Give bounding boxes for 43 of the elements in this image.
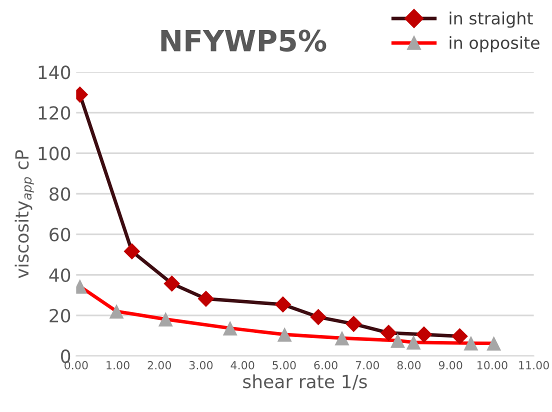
x-tick-label: 3.00: [189, 361, 213, 370]
point: [310, 308, 327, 326]
x-tick-label: 9.00: [438, 361, 462, 370]
y-axis-title: viscosity$_{app}$ cP: [14, 150, 34, 278]
y-tick-label: 40: [49, 268, 70, 282]
point: [380, 324, 397, 342]
x-tick-label: 2.00: [148, 361, 172, 370]
point: [164, 275, 180, 292]
point: [109, 304, 124, 319]
x-tick-label: 0.00: [64, 361, 88, 370]
y-tick-label: 140: [38, 66, 70, 80]
point: [464, 336, 478, 350]
point: [158, 312, 173, 327]
x-tick-label: 8.00: [397, 361, 421, 370]
legend-label: in straight: [450, 12, 533, 28]
point: [486, 336, 502, 351]
x-tick-label: 10.00: [478, 361, 508, 370]
point: [124, 243, 140, 260]
point: [345, 316, 362, 332]
point: [334, 330, 350, 346]
point: [198, 290, 214, 308]
y-tick-label: 120: [38, 106, 70, 120]
x-tick-label: 6.00: [314, 361, 338, 370]
point: [274, 296, 292, 313]
point: [277, 327, 292, 342]
point: [390, 333, 406, 348]
y-tick-label: 80: [50, 187, 70, 201]
x-tick-label: 4.00: [230, 361, 254, 370]
x-tick-label: 7.00: [356, 361, 380, 370]
x-tick-label: 11.00: [519, 361, 549, 370]
x-tick-label: 1.00: [106, 361, 130, 370]
point: [416, 326, 432, 343]
point: [406, 335, 421, 350]
y-tick-label: 20: [50, 308, 70, 323]
y-tick-label: 0: [61, 349, 70, 364]
y-tick-label: 60: [50, 228, 70, 242]
x-tick-label: 5.00: [272, 361, 296, 370]
point: [222, 320, 238, 336]
y-tick-label: 100: [38, 146, 70, 160]
x-axis-title: shear rate 1/s: [243, 374, 367, 390]
point: [452, 328, 468, 345]
chart-title: NFYWP5%: [161, 30, 326, 52]
legend-label: in opposite: [450, 36, 540, 52]
